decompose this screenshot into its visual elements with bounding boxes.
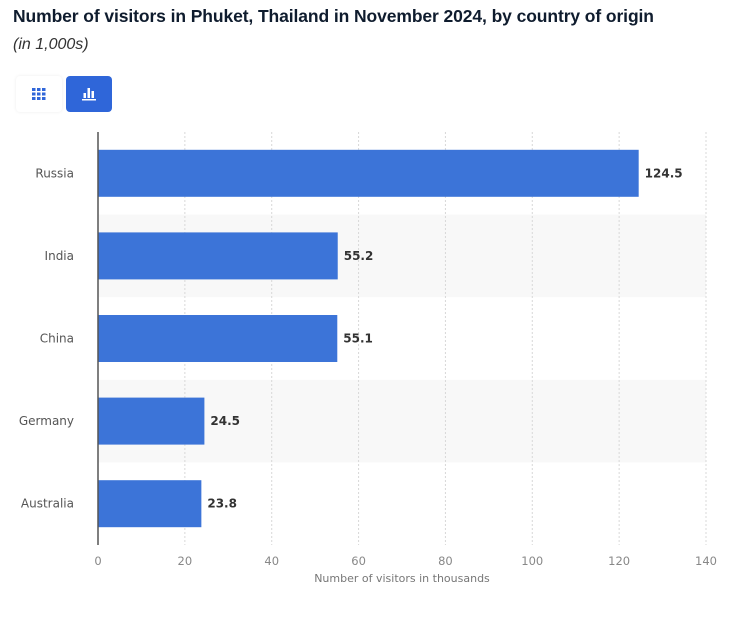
x-tick-label: 0 [94, 554, 101, 568]
bar-india [98, 232, 338, 279]
x-tick-label: 140 [695, 554, 717, 568]
value-label: 23.8 [207, 497, 237, 511]
category-label: India [45, 249, 74, 263]
x-tick-label: 40 [264, 554, 279, 568]
x-tick-label: 60 [351, 554, 366, 568]
value-label: 124.5 [645, 166, 683, 180]
bar-germany [98, 398, 204, 445]
value-label: 24.5 [210, 414, 240, 428]
category-label: Germany [19, 414, 74, 428]
category-label: China [40, 332, 74, 346]
bar-australia [98, 480, 201, 527]
x-tick-label: 20 [178, 554, 193, 568]
x-tick-label: 80 [438, 554, 453, 568]
value-label: 55.1 [343, 332, 373, 346]
bar-russia [98, 150, 639, 197]
x-tick-label: 100 [521, 554, 543, 568]
x-tick-label: 120 [608, 554, 630, 568]
category-label: Russia [35, 166, 74, 180]
bar-china [98, 315, 337, 362]
value-label: 55.2 [344, 249, 374, 263]
category-label: Australia [21, 497, 74, 511]
x-axis-label: Number of visitors in thousands [314, 572, 490, 585]
